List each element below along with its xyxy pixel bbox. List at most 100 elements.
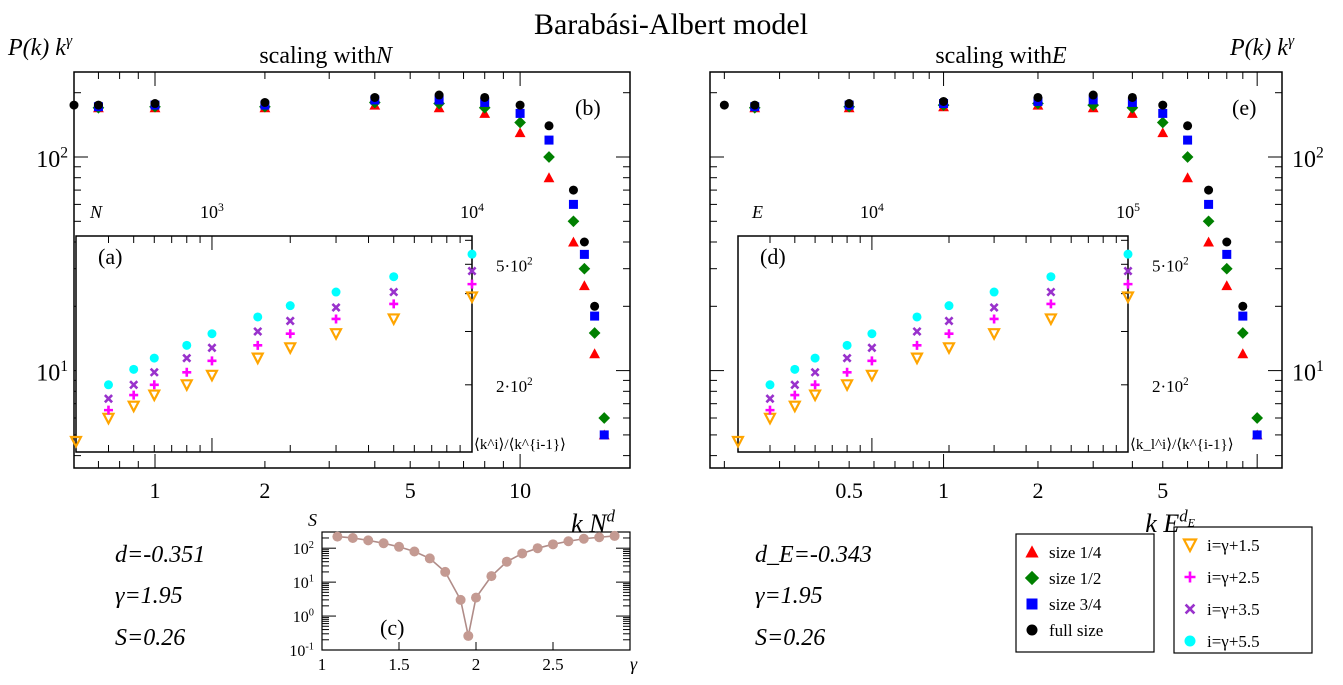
left-point-circle <box>93 100 103 110</box>
right-stat-S: S=0.26 <box>755 625 825 651</box>
left-inset-right-tick: 2·102 <box>496 376 533 396</box>
left-point-circle <box>150 99 160 109</box>
inset-c-x-tick-label: 1.5 <box>388 655 409 674</box>
inset-c-point <box>471 592 481 603</box>
inset-c-x-tick-label: 2 <box>472 655 481 674</box>
inset-c-point <box>517 548 528 559</box>
inset-c-ylabel: S <box>308 510 317 530</box>
left-x-tick-label: 1 <box>149 478 160 503</box>
left-point-circle <box>370 92 380 102</box>
right-inset-point-cross <box>1046 287 1056 297</box>
left-inset-point-cross <box>182 353 192 363</box>
left-inset-point-plus <box>389 299 399 309</box>
right-point-circle <box>1183 121 1193 131</box>
left-point-square <box>590 311 600 321</box>
right-inset-point-triangle-down <box>788 400 802 414</box>
right-inset-point-plus <box>944 329 954 339</box>
legend-moment-marker <box>1184 571 1196 583</box>
left-point-circle <box>260 97 270 107</box>
left-inset-top-var: N <box>89 202 103 222</box>
left-point-circle <box>544 121 554 131</box>
right-inset-point-triangle-down <box>1044 313 1058 327</box>
right-inset-point-triangle-down <box>808 389 822 403</box>
left-stat-d: d=-0.351 <box>115 542 205 568</box>
right-ylabel: P(k) kγ <box>1229 32 1295 61</box>
inset-c-point <box>409 546 420 557</box>
right-inset-point-circle <box>944 301 954 311</box>
right-point-circle <box>939 96 949 106</box>
right-inset-point-circle <box>842 340 852 350</box>
left-point-square <box>599 430 609 440</box>
right-inset-point-plus <box>912 340 922 350</box>
right-inset-point-cross <box>944 316 954 326</box>
left-point-square <box>515 108 525 118</box>
right-y-tick-label: 101 <box>1292 358 1324 387</box>
right-inset-point-cross <box>867 343 877 353</box>
right-inset-point-triangle-down <box>865 369 879 383</box>
right-point-triangle <box>1221 280 1233 291</box>
right-inset-point-circle <box>912 312 922 322</box>
right-inset-point-triangle-down <box>731 435 745 449</box>
right-inset-point-circle <box>1123 249 1133 259</box>
right-inset-point-plus <box>810 380 820 390</box>
left-stat-S: S=0.26 <box>115 625 185 651</box>
left-inset-point-triangle-down <box>329 328 343 342</box>
legend-size-marker <box>1026 624 1038 636</box>
right-point-diamond <box>1156 116 1169 129</box>
right-inset-point-plus <box>842 367 852 377</box>
left-point-triangle <box>568 236 579 247</box>
left-point-circle <box>590 301 600 311</box>
left-inset-point-triangle-down <box>465 291 479 305</box>
right-point-diamond <box>1236 327 1249 339</box>
legend-moment-label: i=γ+1.5 <box>1207 536 1260 555</box>
right-point-square <box>1204 199 1214 209</box>
right-inset-right-tick: 2·102 <box>1152 376 1189 396</box>
inset-c-point <box>563 536 574 547</box>
right-inset-point-circle <box>989 287 999 297</box>
left-inset-point-plus <box>103 405 113 415</box>
right-point-circle <box>1222 237 1232 247</box>
right-inset-right-tick: 5·102 <box>1152 255 1189 275</box>
left-inset-point-circle <box>285 301 295 311</box>
right-point-circle <box>844 99 854 109</box>
left-inset-point-triangle-down <box>69 435 83 449</box>
left-ylabel: P(k) kγ <box>7 32 73 61</box>
legend-size-marker <box>1026 598 1038 610</box>
left-point-circle <box>568 185 578 195</box>
inset-c-point <box>363 535 374 546</box>
right-inset-point-circle <box>1046 272 1056 282</box>
right-xlabel: k EdE <box>1145 507 1195 538</box>
right-point-diamond <box>1251 412 1264 424</box>
left-inset-point-cross <box>103 394 114 404</box>
right-point-circle <box>1238 301 1248 311</box>
right-inset-point-cross <box>842 353 852 363</box>
left-point-square <box>434 95 444 105</box>
left-xlabel: k Nd <box>571 507 615 538</box>
right-inset-top-tick: 105 <box>1116 201 1140 222</box>
right-y-tick-label: 102 <box>1292 144 1324 173</box>
left-main-frame <box>73 71 631 469</box>
right-point-circle <box>1088 90 1098 100</box>
left-panel-inset: (a) <box>98 244 122 269</box>
legend-size-label: size 1/4 <box>1049 543 1102 562</box>
inset-c-point <box>548 539 558 550</box>
inset-c-point <box>578 533 589 544</box>
left-inset-point-cross <box>129 380 139 390</box>
right-main-frame <box>709 71 1283 469</box>
right-inset-point-triangle-down <box>1121 291 1135 305</box>
right-inset-point-triangle-down <box>942 342 956 356</box>
left-inset-point-cross <box>389 287 399 297</box>
left-inset-point-cross <box>207 343 217 353</box>
right-point-triangle <box>1203 236 1214 247</box>
right-inset-point-cross <box>989 302 999 313</box>
legend-size-box <box>1015 533 1155 653</box>
right-x-tick-label: 1 <box>938 478 949 503</box>
legend-size-marker <box>1024 570 1040 586</box>
inset-c-point <box>440 566 451 577</box>
right-point-circle <box>719 100 729 110</box>
left-inset-right-tick: 5·102 <box>496 255 533 275</box>
legend-moment-label: i=γ+5.5 <box>1207 632 1260 651</box>
inset-c-point <box>424 553 435 564</box>
inset-c-y-tick-label: 102 <box>293 540 314 558</box>
